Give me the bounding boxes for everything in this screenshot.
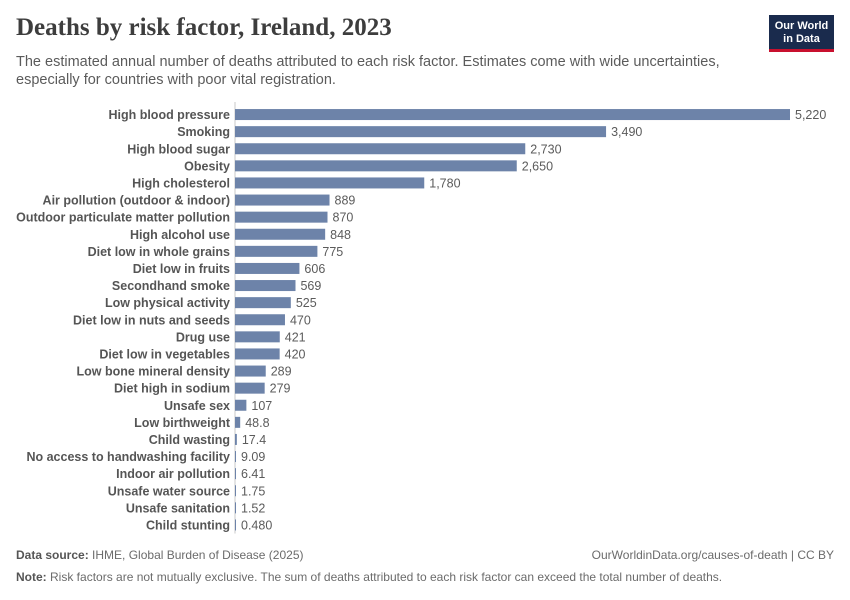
source-label: Data source:	[16, 548, 89, 562]
bar[interactable]	[235, 280, 296, 292]
bar[interactable]	[235, 519, 236, 531]
category-label: Diet high in sodium	[114, 382, 230, 396]
value-label: 870	[333, 211, 354, 225]
category-label: Child wasting	[149, 433, 230, 447]
value-label: 1.52	[241, 501, 265, 515]
bar[interactable]	[235, 314, 285, 326]
category-label: Low bone mineral density	[77, 365, 231, 379]
category-label: High blood pressure	[108, 108, 230, 122]
value-label: 48.8	[245, 416, 269, 430]
value-label: 0.480	[241, 518, 272, 532]
category-label: Unsafe sex	[164, 399, 230, 413]
category-label: Diet low in fruits	[133, 262, 230, 276]
category-label: Unsafe sanitation	[126, 501, 230, 515]
value-label: 421	[285, 330, 306, 344]
category-label: High cholesterol	[132, 176, 230, 190]
value-label: 17.4	[242, 433, 266, 447]
category-label: No access to handwashing facility	[26, 450, 230, 464]
bar[interactable]	[235, 451, 236, 463]
bar[interactable]	[235, 143, 526, 155]
bar[interactable]	[235, 109, 790, 121]
bar[interactable]	[235, 331, 280, 343]
category-label: Outdoor particulate matter pollution	[16, 211, 230, 225]
bar[interactable]	[235, 211, 328, 223]
bar[interactable]	[235, 365, 266, 377]
bar[interactable]	[235, 485, 236, 497]
logo-line-1: Our World	[774, 20, 829, 32]
bar[interactable]	[235, 262, 300, 274]
logo-line-2: in Data	[783, 33, 820, 45]
bar[interactable]	[235, 399, 247, 411]
bar[interactable]	[235, 297, 291, 309]
value-label: 525	[296, 296, 317, 310]
category-label: Obesity	[184, 159, 230, 173]
value-label: 9.09	[241, 450, 265, 464]
value-label: 1.75	[241, 484, 265, 498]
owid-logo[interactable]: Our World in Data	[769, 15, 834, 52]
note-label: Note:	[16, 570, 47, 584]
bar[interactable]	[235, 502, 236, 514]
value-label: 889	[335, 194, 356, 208]
value-label: 279	[270, 382, 291, 396]
value-label: 1,780	[429, 176, 460, 190]
category-label: Low physical activity	[105, 296, 230, 310]
category-label: Indoor air pollution	[116, 467, 230, 481]
category-label: Drug use	[176, 330, 230, 344]
chart-title: Deaths by risk factor, Ireland, 2023	[16, 14, 392, 41]
category-label: High alcohol use	[130, 228, 230, 242]
category-label: Air pollution (outdoor & indoor)	[43, 194, 230, 208]
value-label: 107	[251, 399, 272, 413]
value-label: 775	[322, 245, 343, 259]
footer-note: Note: Risk factors are not mutually excl…	[16, 570, 722, 584]
bar[interactable]	[235, 160, 517, 172]
bar[interactable]	[235, 348, 280, 360]
value-label: 2,650	[522, 159, 553, 173]
value-label: 289	[271, 365, 292, 379]
value-label: 5,220	[795, 108, 826, 122]
footer-source: Data source: IHME, Global Burden of Dise…	[16, 548, 303, 562]
bar[interactable]	[235, 194, 330, 206]
source-text: IHME, Global Burden of Disease (2025)	[92, 548, 304, 562]
value-label: 3,490	[611, 125, 642, 139]
bar[interactable]	[235, 382, 265, 394]
category-label: Diet low in nuts and seeds	[73, 313, 230, 327]
bar[interactable]	[235, 468, 236, 480]
note-text: Risk factors are not mutually exclusive.…	[50, 570, 723, 584]
bar[interactable]	[235, 245, 318, 257]
category-label: Low birthweight	[134, 416, 231, 430]
bar[interactable]	[235, 177, 425, 189]
bar[interactable]	[235, 416, 241, 428]
value-label: 606	[304, 262, 325, 276]
category-label: Diet low in vegetables	[99, 347, 230, 361]
value-label: 848	[330, 228, 351, 242]
category-label: Child stunting	[146, 518, 230, 532]
category-label: Smoking	[177, 125, 230, 139]
bar[interactable]	[235, 228, 326, 240]
category-label: Diet low in whole grains	[88, 245, 230, 259]
bar[interactable]	[235, 126, 607, 138]
value-label: 470	[290, 313, 311, 327]
value-label: 420	[285, 347, 306, 361]
bar[interactable]	[235, 433, 237, 445]
category-label: Secondhand smoke	[112, 279, 230, 293]
value-label: 569	[300, 279, 321, 293]
chart-subtitle: The estimated annual number of deaths at…	[16, 54, 720, 88]
category-label: High blood sugar	[127, 142, 230, 156]
footer-url[interactable]: OurWorldinData.org/causes-of-death | CC …	[591, 548, 834, 562]
category-label: Unsafe water source	[108, 484, 230, 498]
value-label: 6.41	[241, 467, 265, 481]
bar-chart: High blood pressure 5,220 Smoking 3,490 High…	[16, 102, 826, 534]
value-label: 2,730	[530, 142, 561, 156]
